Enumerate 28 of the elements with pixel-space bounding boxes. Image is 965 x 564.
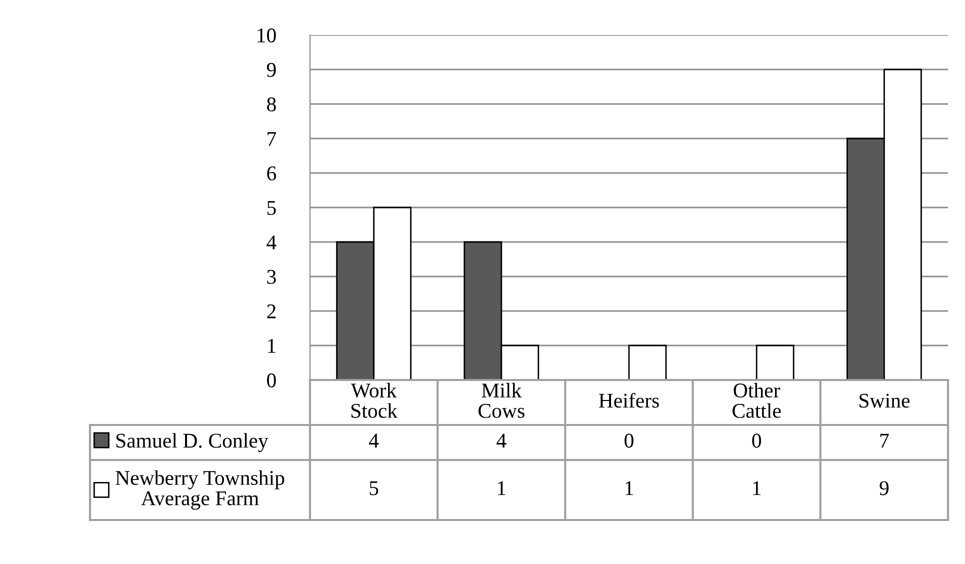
data-label: 5: [370, 481, 378, 496]
data-label: 1: [753, 481, 761, 496]
data-label: 7: [880, 434, 889, 448]
legend-label: Newberry Township Average Farm: [116, 470, 284, 510]
y-tick-label: 0: [267, 373, 276, 388]
y-tick-label: 4: [266, 236, 276, 250]
y-tick-label: 3: [267, 270, 276, 284]
x-tick-label: Heifers: [598, 392, 659, 408]
data-label: 1: [498, 481, 506, 496]
data-label: 0: [624, 434, 634, 448]
data-label: 0: [752, 434, 762, 448]
y-tick-label: 8: [267, 97, 276, 112]
x-tick-label: Swine: [860, 394, 910, 408]
x-tick-label: Other Cattle: [732, 382, 781, 418]
x-tick-label: Milk Cows: [478, 382, 524, 418]
y-tick-label: 9: [266, 62, 276, 77]
data-label: 4: [369, 434, 379, 448]
y-tick-label: 7: [268, 132, 276, 146]
data-label: 9: [880, 481, 889, 496]
data-label: 4: [496, 434, 506, 448]
data-label: 1: [626, 481, 633, 496]
y-tick-label: 1: [268, 338, 276, 353]
legend-label: Samuel D. Conley: [116, 433, 268, 452]
x-tick-label: Work Stock: [350, 382, 398, 418]
y-tick-label: 5: [267, 201, 276, 215]
y-tick-label: 2: [267, 304, 276, 318]
y-tick-label: 6: [267, 166, 276, 180]
y-tick-label: 10: [258, 28, 276, 42]
